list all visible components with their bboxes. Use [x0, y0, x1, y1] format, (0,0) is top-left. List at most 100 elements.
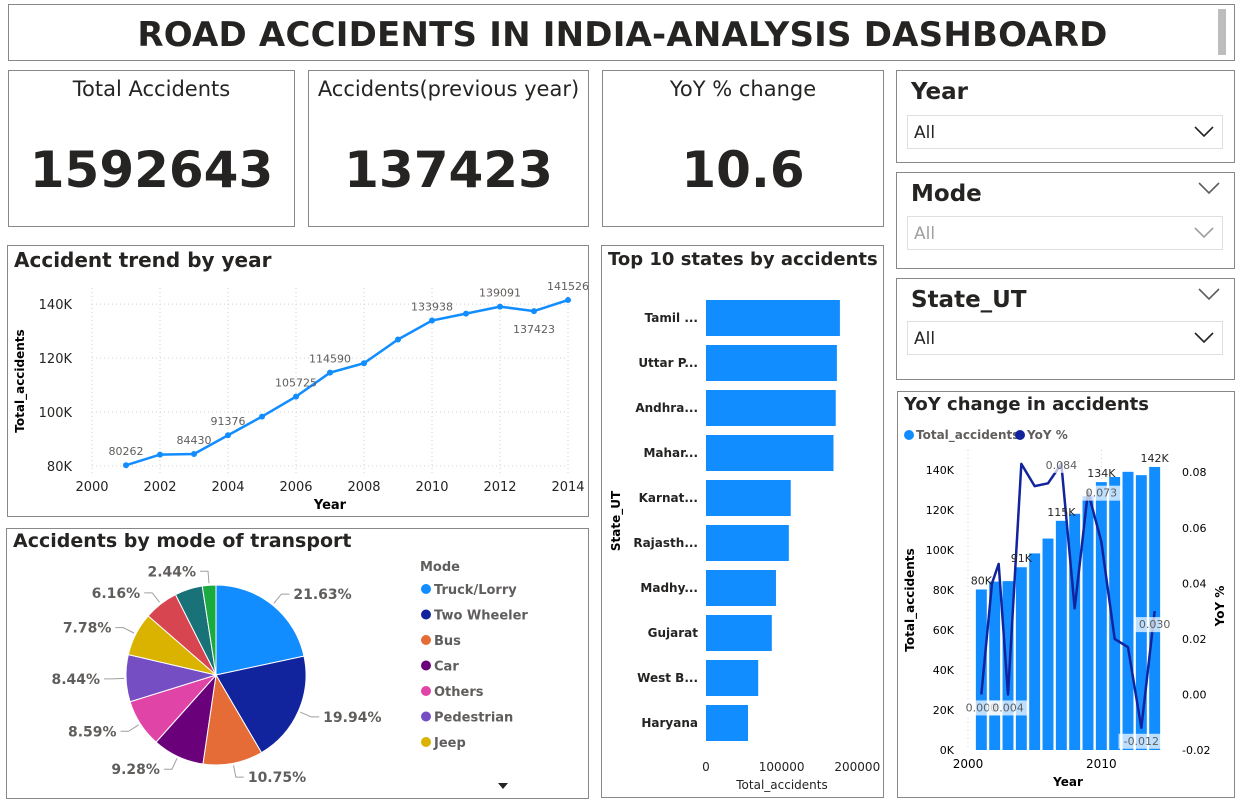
data-point [463, 310, 469, 317]
x-tick-label: 2000 [953, 757, 984, 771]
card-yoy-change[interactable]: YoY % change 10.6 [602, 70, 884, 227]
mode-pie-panel[interactable]: Accidents by mode of transport 21.63% 19.… [6, 528, 589, 799]
data-label: 137423 [513, 323, 555, 336]
bar [1109, 477, 1121, 750]
slicer-state[interactable]: State_UT All [896, 278, 1235, 380]
bar-label: 91K [1011, 552, 1033, 565]
data-point [565, 297, 571, 304]
y-tick-label: 140K [39, 298, 73, 313]
trend-chart-panel[interactable]: Accident trend by year 2000 2002 2004 2006 2… [7, 245, 589, 517]
data-label: 141526 [547, 280, 588, 293]
top-states-panel[interactable]: Top 10 states by accidents 0 100000 200000… [601, 245, 884, 798]
scrollbar[interactable] [1218, 9, 1226, 55]
category-label: Gujarat [648, 626, 699, 640]
top-states-chart: 0 100000 200000 Tamil ... Uttar P... Andhra..… [609, 300, 880, 792]
slice-label: 9.28% [111, 762, 160, 778]
yoy-chart-panel[interactable]: YoY change in accidents Total_accidents Y… [897, 391, 1235, 798]
slicer-mode[interactable]: Mode All [896, 172, 1235, 269]
trend-chart: 2000 2002 2004 2006 2008 2010 2012 2014 80K 100K 1… [13, 280, 588, 513]
line-label: 0.084 [1046, 459, 1078, 472]
slicer-dropdown[interactable]: All [907, 216, 1223, 250]
bar [1055, 520, 1067, 750]
bar [1095, 482, 1107, 750]
series-line [125, 298, 569, 467]
card-label: Total Accidents [72, 77, 231, 101]
data-label: 133938 [411, 301, 453, 314]
data-point [531, 308, 537, 315]
bar [1015, 567, 1027, 750]
bar-label: 80K [971, 574, 993, 587]
leader-line [144, 592, 160, 603]
legend-item: Others [434, 685, 484, 700]
slicer-year[interactable]: Year All [896, 70, 1235, 163]
bar [1029, 553, 1041, 750]
chevron-down-icon[interactable] [1198, 181, 1220, 195]
slice-label: 6.16% [92, 586, 141, 602]
category-label: Karnat... [639, 491, 698, 505]
data-point [293, 393, 299, 400]
chevron-down-icon[interactable] [1198, 287, 1220, 301]
x-tick-label: 2010 [1086, 757, 1117, 771]
data-point [429, 317, 435, 324]
y2-axis-title: YoY % [1213, 586, 1227, 628]
slice-label: 2.44% [147, 564, 196, 580]
leader-line [163, 758, 178, 770]
chevron-down-icon[interactable] [1194, 332, 1214, 344]
bar [1002, 581, 1014, 750]
category-label: West B... [637, 671, 698, 685]
dashboard-title: ROAD ACCIDENTS IN INDIA-ANALYSIS DASHBOA… [137, 15, 1108, 55]
y2-tick-label: 0.08 [1182, 466, 1207, 479]
line-label: -0.012 [1124, 735, 1159, 748]
category-label: Madhy... [640, 581, 698, 595]
slicer-dropdown[interactable]: All [907, 115, 1223, 149]
bar [1082, 496, 1094, 750]
bar [706, 660, 759, 696]
card-previous-year[interactable]: Accidents(previous year) 137423 [308, 70, 589, 227]
bar [706, 390, 836, 426]
chevron-down-icon[interactable] [1194, 126, 1214, 138]
data-label: 105725 [275, 377, 317, 390]
x-tick-label: 2008 [347, 480, 380, 495]
mode-pie-chart: 21.63% 19.94% 10.75% 9.28% 8.59% 8.44% 7.78% 6.… [51, 560, 528, 789]
legend-swatch [421, 609, 431, 620]
legend-swatch [421, 584, 431, 594]
chart-title: Top 10 states by accidents [608, 249, 878, 270]
slice-label: 7.78% [63, 621, 112, 637]
y2-tick-label: 0.04 [1182, 577, 1207, 590]
x-tick-label: 2000 [75, 480, 108, 495]
data-label: 139091 [479, 287, 521, 300]
slicer-value: All [914, 329, 936, 349]
pie-slice [215, 655, 307, 754]
card-label: Accidents(previous year) [317, 77, 580, 101]
chevron-down-icon[interactable] [1194, 227, 1214, 239]
legend-swatch [1015, 430, 1025, 440]
category-label: Andhra... [635, 401, 698, 415]
slicer-dropdown[interactable]: All [907, 321, 1223, 355]
legend-item: Pedestrian [434, 711, 513, 726]
x-tick-label: 2012 [483, 480, 516, 495]
legend-item: YoY % [1026, 428, 1068, 442]
data-label: 114590 [309, 353, 351, 366]
y-tick-label: 80K [933, 584, 955, 597]
line-label: 0.073 [1086, 487, 1118, 500]
legend-item: Jeep [433, 736, 466, 751]
data-point [259, 413, 265, 420]
legend-item: Car [434, 660, 459, 675]
data-point [361, 360, 367, 367]
x-tick-label: 2014 [551, 480, 584, 495]
y-axis-title: State_UT [609, 490, 624, 551]
bar-label: 115K [1047, 506, 1076, 519]
legend-scroll-down-icon [498, 783, 508, 789]
pie-slice [201, 584, 217, 676]
card-total-accidents[interactable]: Total Accidents 1592643 [8, 70, 295, 227]
leader-line [273, 593, 290, 604]
x-tick-label: 200000 [834, 760, 880, 774]
legend-swatch [421, 635, 431, 645]
category-label: Mahar... [643, 446, 698, 460]
y-tick-label: 60K [933, 624, 955, 637]
bar [706, 525, 789, 561]
chart-title: Accidents by mode of transport [13, 530, 352, 552]
y-tick-label: 80K [47, 460, 73, 475]
y-tick-label: 0K [940, 744, 955, 757]
line-label: 0.030 [1139, 618, 1171, 631]
